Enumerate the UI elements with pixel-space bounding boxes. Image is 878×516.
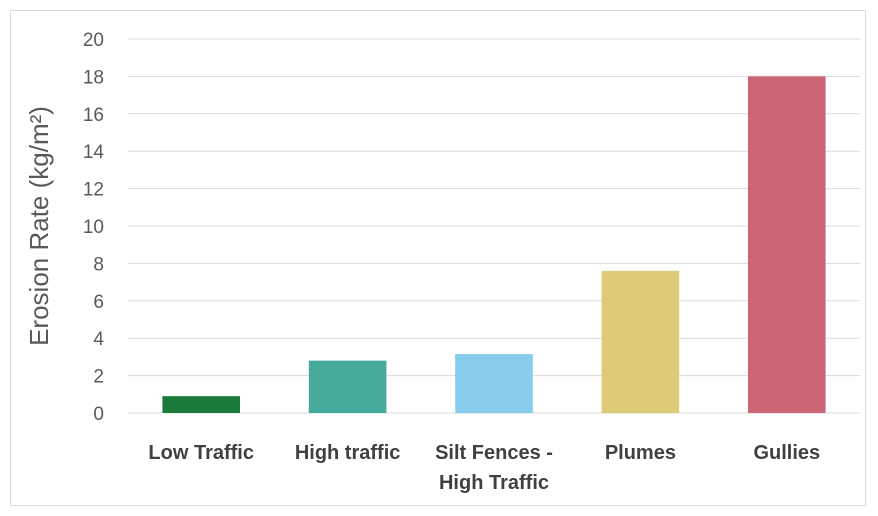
x-tick-label: Silt Fences -High Traffic xyxy=(435,442,553,494)
x-tick-label: Gullies xyxy=(753,442,820,464)
bar-high-traffic xyxy=(308,360,387,413)
gridlines xyxy=(128,38,860,414)
chart-frame xyxy=(10,10,866,506)
y-tick-label: 14 xyxy=(83,142,105,163)
y-tick-label: 18 xyxy=(83,67,104,88)
y-tick-label: 20 xyxy=(83,30,104,51)
y-axis-label: Erosion Rate (kg/m²) xyxy=(24,106,54,346)
x-tick-labels: Low Traffic High traffic Silt Fences -High… xyxy=(148,442,820,494)
bar-silt-fences-high-traffic xyxy=(455,354,533,413)
x-tick-label: Low Traffic xyxy=(148,442,254,464)
y-tick-label: 10 xyxy=(83,217,104,238)
bars xyxy=(162,76,826,414)
x-tick-label: Plumes xyxy=(605,442,676,464)
x-tick-label: High traffic xyxy=(295,442,401,464)
bar-plumes xyxy=(601,270,680,413)
y-tick-label: 2 xyxy=(93,367,104,388)
y-tick-label: 12 xyxy=(83,180,104,201)
y-tick-label: 16 xyxy=(83,105,104,126)
bar-low-traffic xyxy=(162,396,240,413)
y-tick-label: 8 xyxy=(93,254,104,275)
y-tick-labels: 0 2 4 6 8 10 12 14 16 18 20 xyxy=(83,30,105,425)
bar-gullies xyxy=(748,76,826,414)
y-tick-label: 4 xyxy=(93,329,104,350)
y-tick-label: 0 xyxy=(93,404,104,425)
y-tick-label: 6 xyxy=(93,292,104,313)
